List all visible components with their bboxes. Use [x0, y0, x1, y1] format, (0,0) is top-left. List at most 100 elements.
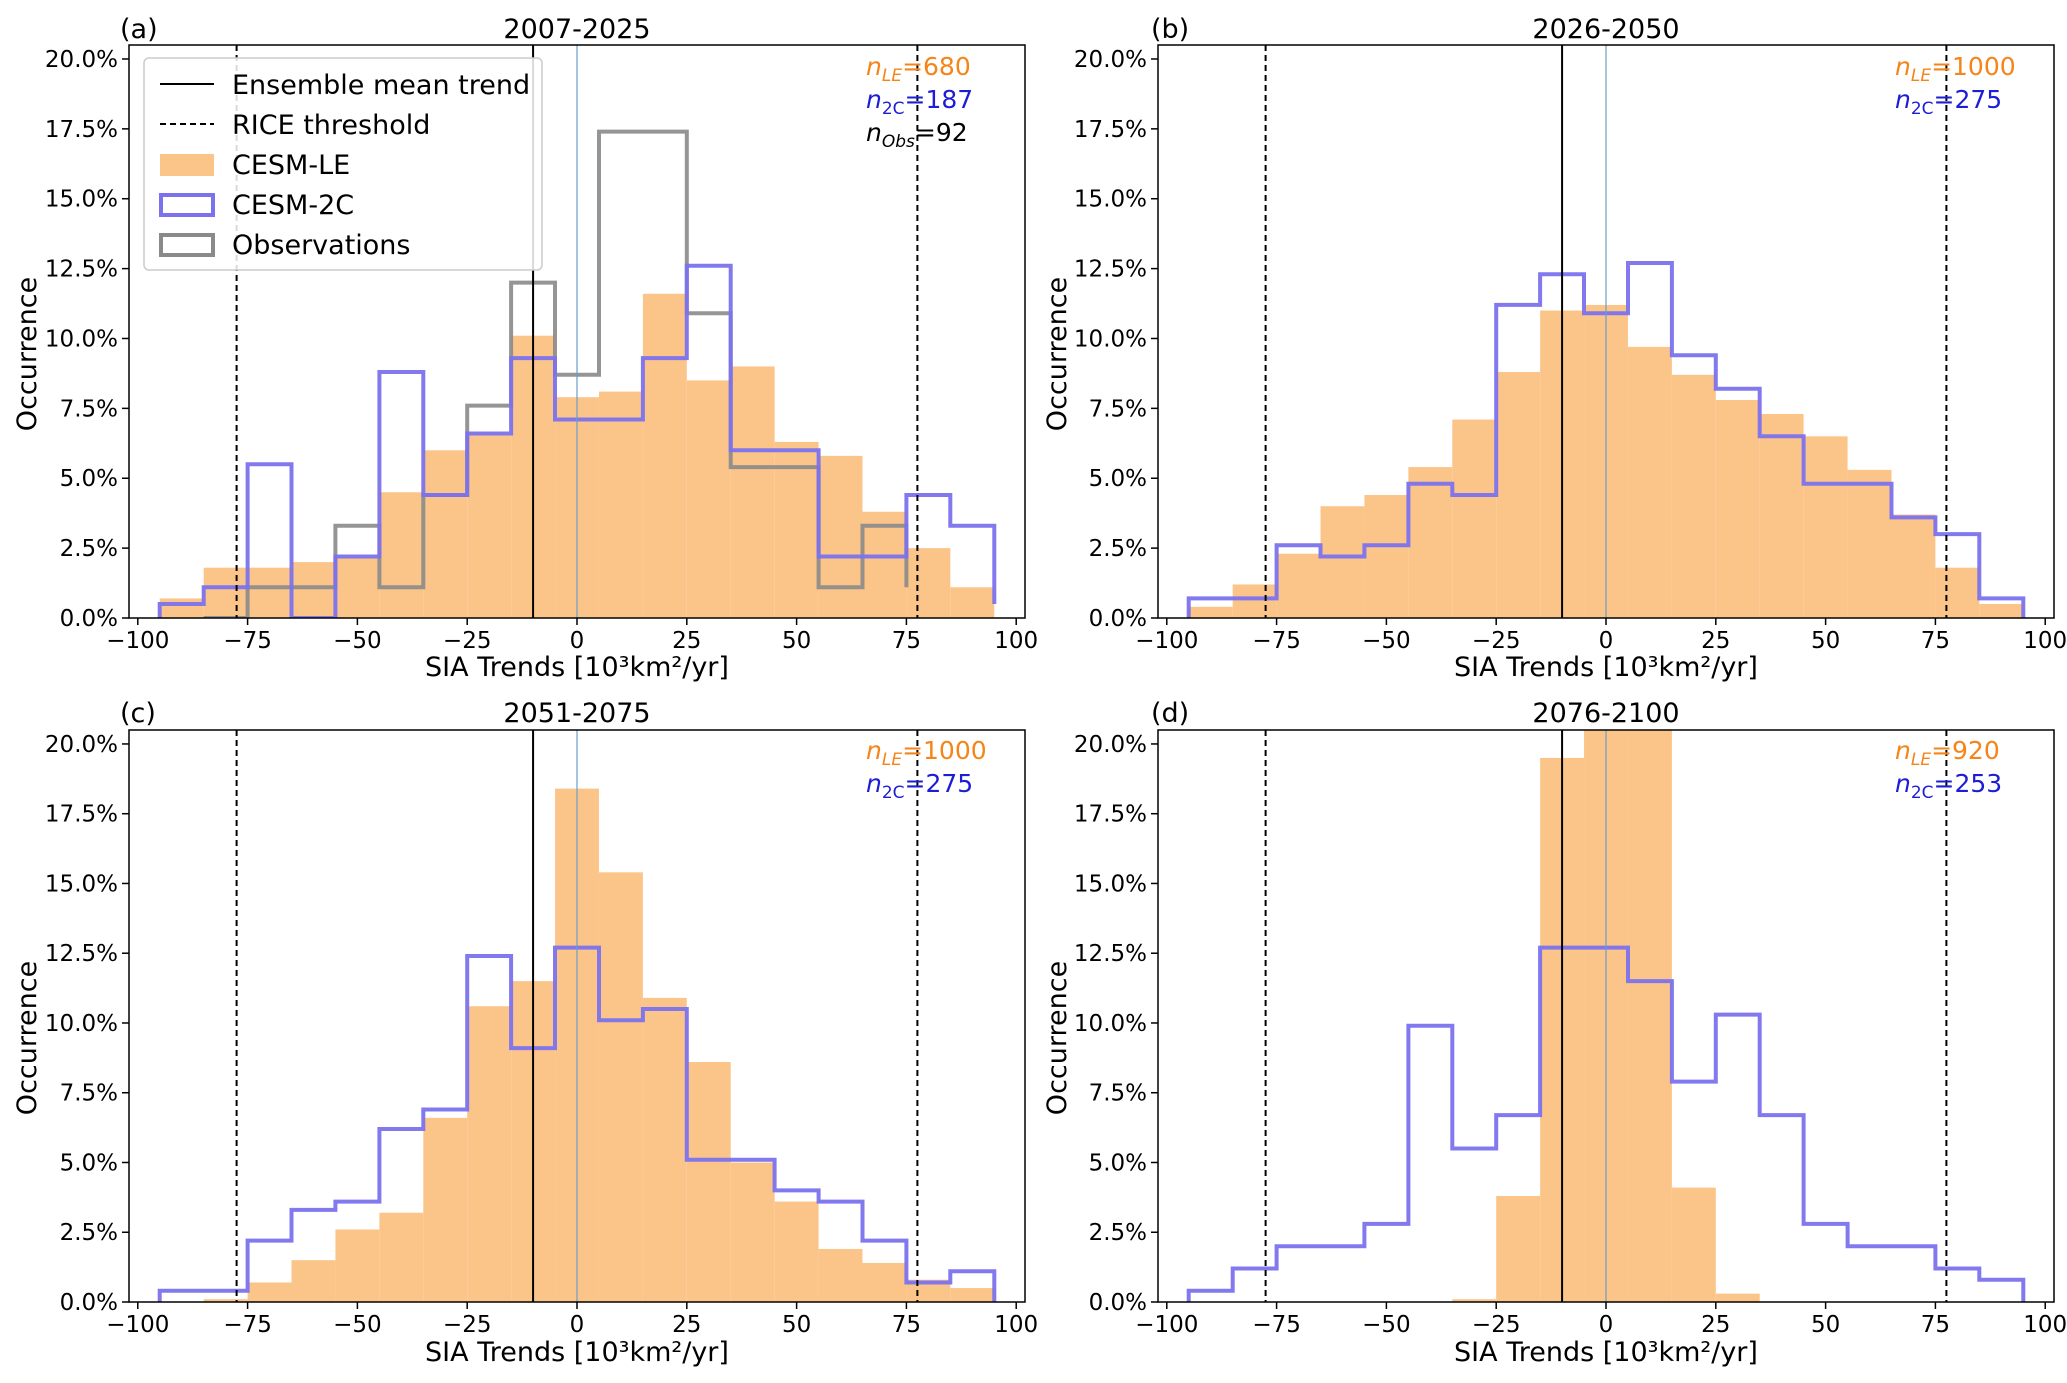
panel-a: (a) 2007-2025 −100 −75 −50 −25 0 25 50 75 100 0.0… [12, 14, 1038, 683]
x-tick-label: 100 [2023, 1312, 2067, 1338]
y-axis-label: Occurrence [12, 277, 43, 431]
x-tick-label: 25 [672, 1312, 701, 1338]
legend-label-mean: Ensemble mean trend [232, 70, 530, 101]
cesm-le-bar [247, 1282, 292, 1302]
panel-letter: (a) [120, 14, 158, 45]
x-tick-label: 100 [994, 1312, 1038, 1338]
x-tick-label: −50 [1362, 1312, 1411, 1338]
cesm-le-bar [950, 1288, 995, 1302]
x-tick-label: 0 [570, 1312, 585, 1338]
y-tick-label: 2.5% [1089, 536, 1147, 562]
y-axis-label: Occurrence [1042, 961, 1073, 1115]
y-tick-label: 5.0% [60, 466, 118, 492]
legend-frame [143, 57, 543, 271]
y-tick-label: 10.0% [1074, 1011, 1147, 1037]
y-tick-label: 20.0% [45, 47, 118, 73]
cesm-le-bar [1671, 1187, 1716, 1302]
cesm-le-bar [335, 556, 380, 618]
legend-key-2c [159, 193, 215, 217]
x-tick-label: 75 [1921, 628, 1950, 654]
cesm-le-bar [598, 391, 643, 618]
y-tick-label: 10.0% [45, 326, 118, 352]
count-2c-n: n [1895, 85, 1911, 114]
y-tick-label: 12.5% [45, 257, 118, 283]
cesm-le-bar [159, 598, 204, 618]
panel-title: 2051-2075 [503, 698, 650, 729]
y-tick-label: 15.0% [1074, 187, 1147, 213]
cesm-le-bar [1671, 374, 1716, 618]
cesm-le-bar [818, 1248, 863, 1302]
y-axis-label: Occurrence [1042, 277, 1073, 431]
plot-content [1186, 730, 2026, 1302]
y-tick-label: 15.0% [1074, 871, 1147, 897]
panel-letter: (b) [1151, 14, 1189, 45]
x-tick-label: 50 [1811, 628, 1840, 654]
cesm-le-bar [1803, 436, 1848, 618]
cesm-le-bar [1891, 514, 1936, 618]
x-tick-label: −100 [106, 628, 169, 654]
y-tick-label: 17.5% [45, 117, 118, 143]
cesm-le-bar [1627, 346, 1672, 618]
y-tick-label: 12.5% [1074, 941, 1147, 967]
cesm-le-bar [1408, 467, 1453, 618]
cesm-le-bar [423, 1117, 468, 1302]
x-tick-label: 100 [994, 628, 1038, 654]
cesm-le-bar [203, 1299, 248, 1302]
x-axis-label: SIA Trends [10³km²/yr] [1454, 652, 1758, 683]
y-tick-label: 7.5% [1089, 396, 1147, 422]
x-tick-label: 0 [1599, 1312, 1614, 1338]
y-tick-label: 0.0% [1089, 1290, 1147, 1316]
cesm-le-bar [598, 872, 643, 1302]
count-le-n: n [1895, 52, 1911, 81]
cesm-le-bar [818, 455, 863, 618]
x-tick-label: 25 [1701, 1312, 1730, 1338]
x-tick-label: 0 [1599, 628, 1614, 654]
count-le-value: =920 [1931, 736, 2000, 765]
y-tick-label: 0.0% [60, 1290, 118, 1316]
cesm-le-bar [203, 567, 248, 618]
y-tick-label: 10.0% [45, 1011, 118, 1037]
y-tick-label: 17.5% [1074, 117, 1147, 143]
y-tick-label: 20.0% [1074, 47, 1147, 73]
x-tick-label: −25 [1472, 1312, 1521, 1338]
y-tick-label: 7.5% [1089, 1081, 1147, 1107]
y-tick-label: 0.0% [60, 606, 118, 632]
y-tick-label: 15.0% [45, 871, 118, 897]
panel-title: 2076-2100 [1532, 698, 1679, 729]
y-tick-label: 10.0% [1074, 326, 1147, 352]
cesm-le-bar [1452, 419, 1497, 618]
y-tick-label: 7.5% [60, 396, 118, 422]
count-2c: n2C=187 [866, 85, 973, 119]
count-obs-value: =92 [915, 118, 968, 147]
x-tick-label: 50 [782, 628, 811, 654]
cesm-le-bar [686, 1062, 731, 1302]
cesm-le-bar [335, 1229, 380, 1302]
legend: Ensemble mean trend RICE threshold CESM-… [143, 57, 543, 271]
x-tick-label: 75 [1921, 1312, 1950, 1338]
cesm-le-bar [291, 562, 336, 618]
legend-key-le [160, 154, 214, 176]
x-tick-label: 75 [892, 1312, 921, 1338]
cesm-le-bar [862, 1262, 907, 1302]
counts: nLE=1000 n2C=275 [1895, 52, 2016, 119]
count-2c-value: =253 [1934, 769, 2003, 798]
count-le: nLE=680 [866, 52, 971, 86]
count-le-subscript: LE [1911, 66, 1931, 86]
cesm-le-bar [730, 1162, 775, 1302]
cesm-le-bar [1627, 730, 1672, 1302]
plot-content [157, 730, 997, 1302]
y-axis-label: Occurrence [12, 961, 43, 1115]
y-tick-label: 12.5% [45, 941, 118, 967]
x-tick-label: 50 [1811, 1312, 1840, 1338]
count-obs: nObs=92 [866, 118, 968, 152]
plot-area: −100 −75 −50 −25 0 25 50 75 100 0.0% 2.5% 5.0% 7.5% 1… [1074, 44, 2067, 654]
x-tick-label: 25 [672, 628, 701, 654]
cesm-le-bar [774, 1201, 819, 1302]
cesm-le-bar [423, 450, 468, 618]
legend-label-2c: CESM-2C [232, 190, 354, 221]
y-tick-label: 2.5% [1089, 1220, 1147, 1246]
cesm-le-bar [730, 366, 775, 618]
panel-letter: (c) [120, 698, 156, 729]
x-tick-label: −25 [443, 628, 492, 654]
cesm-le-bar [1452, 1299, 1497, 1302]
